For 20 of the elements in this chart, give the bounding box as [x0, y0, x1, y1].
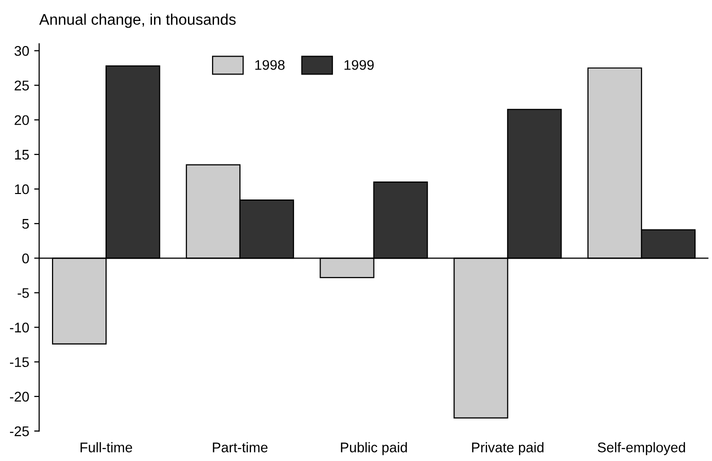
y-tick-label: -15: [10, 357, 29, 368]
y-tick-label: -10: [10, 322, 29, 332]
y-tick-label: 5: [22, 219, 29, 229]
legend-label: 1998: [255, 60, 285, 70]
y-tick-label: 0: [22, 253, 29, 264]
y-tick-label: 20: [14, 115, 29, 126]
x-tick-label: Self-employed: [598, 442, 686, 456]
y-tick-label: 25: [14, 80, 29, 90]
x-tick-label: Public paid: [340, 442, 407, 456]
y-tick-label: 10: [15, 184, 29, 194]
y-tick-label: -20: [10, 392, 29, 402]
y-tick-label: -25: [10, 426, 29, 436]
legend-label: 1999: [344, 60, 374, 70]
y-tick-label: -5: [18, 288, 29, 298]
x-tick-label: Full-time: [80, 442, 132, 452]
y-tick-label: 30: [14, 46, 29, 56]
y-axis-title: Annual change, in thousands: [39, 14, 236, 28]
y-tick-label: 15: [15, 150, 29, 160]
x-tick-label: Private paid: [472, 442, 544, 456]
x-tick-label: Part-time: [212, 442, 268, 452]
